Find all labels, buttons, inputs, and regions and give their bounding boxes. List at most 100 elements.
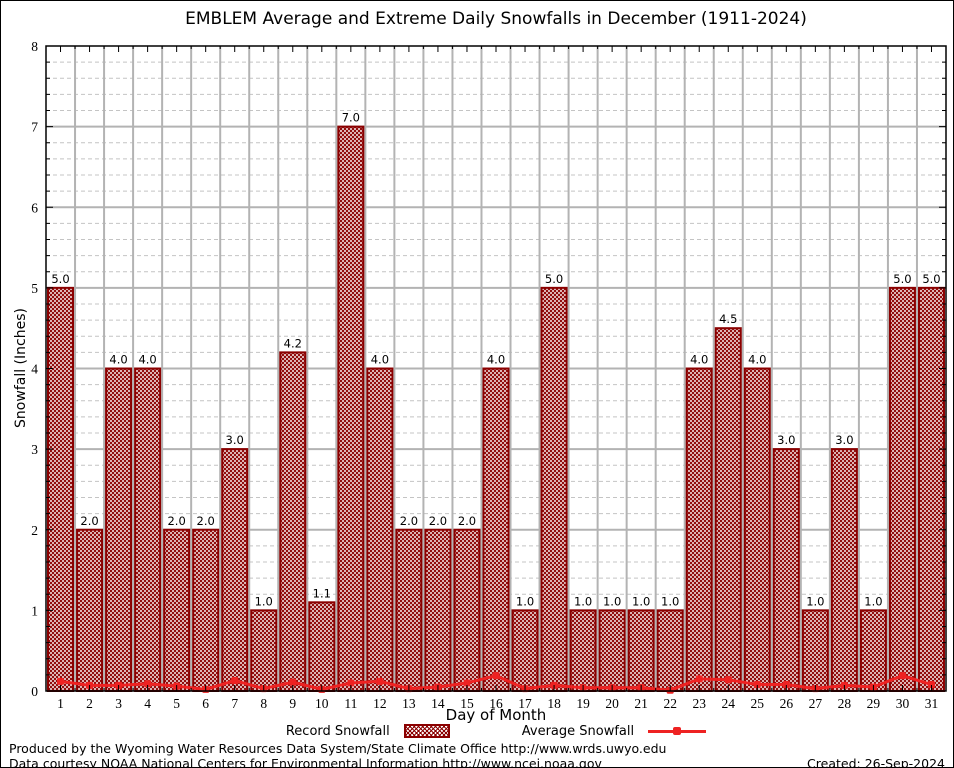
average-snowfall-marker bbox=[927, 681, 935, 689]
legend-average-label: Average Snowfall bbox=[521, 723, 635, 739]
average-snowfall-marker bbox=[695, 675, 703, 683]
bar-value-label: 1.0 bbox=[574, 594, 592, 608]
bar-value-label: 1.0 bbox=[603, 594, 621, 608]
bar-value-label: 1.0 bbox=[806, 594, 824, 608]
bar-value-label: 2.0 bbox=[197, 514, 215, 528]
y-tick-label: 6 bbox=[31, 200, 38, 215]
bar-value-label: 1.0 bbox=[661, 594, 679, 608]
average-snowfall-marker bbox=[57, 677, 65, 685]
legend-record-label: Record Snowfall bbox=[285, 723, 390, 739]
record-snowfall-bar bbox=[801, 609, 829, 692]
record-snowfall-bar bbox=[772, 448, 800, 692]
plot-area: 5.0 2.0 4.0 4.0 2.0 2.0 3.0 1.0 4.2 1.1 7.0 4.0 2.0 2… bbox=[31, 39, 947, 711]
average-snowfall-marker bbox=[231, 677, 239, 685]
record-snowfall-bar bbox=[569, 609, 597, 692]
x-tick-label: 25 bbox=[751, 696, 765, 711]
x-tick-label: 2 bbox=[86, 696, 93, 711]
bar-value-label: 2.0 bbox=[400, 514, 418, 528]
record-snowfall-bar bbox=[743, 367, 771, 692]
x-tick-label: 15 bbox=[460, 696, 474, 711]
x-tick-label: 29 bbox=[867, 696, 881, 711]
x-tick-label: 18 bbox=[547, 696, 561, 711]
y-tick-label: 2 bbox=[31, 523, 38, 538]
bar-value-label: 4.0 bbox=[690, 353, 708, 367]
bar-value-label: 4.0 bbox=[748, 353, 766, 367]
x-tick-label: 13 bbox=[402, 696, 416, 711]
bar-value-label: 4.0 bbox=[138, 353, 156, 367]
record-snowfall-bar bbox=[453, 528, 481, 692]
record-snowfall-bar bbox=[482, 367, 510, 692]
x-tick-label: 24 bbox=[722, 696, 736, 711]
y-tick-label: 8 bbox=[31, 39, 38, 54]
bar-value-label: 1.0 bbox=[632, 594, 650, 608]
created-date: Created: 26-Sep-2024 bbox=[807, 756, 945, 768]
x-tick-label: 20 bbox=[605, 696, 619, 711]
footer-produced-by: Produced by the Wyoming Water Resources … bbox=[9, 741, 667, 756]
x-tick-label: 28 bbox=[838, 696, 852, 711]
record-snowfall-bar bbox=[308, 601, 336, 692]
bar-value-label: 3.0 bbox=[777, 433, 795, 447]
x-tick-label: 31 bbox=[925, 696, 939, 711]
x-tick-label: 6 bbox=[202, 696, 209, 711]
bar-value-label: 2.0 bbox=[458, 514, 476, 528]
record-snowfall-bar bbox=[279, 351, 307, 692]
bar-value-label: 5.0 bbox=[545, 272, 563, 286]
x-tick-label: 5 bbox=[173, 696, 180, 711]
x-tick-label: 22 bbox=[663, 696, 677, 711]
record-snowfall-bar bbox=[540, 286, 568, 692]
x-tick-label: 8 bbox=[260, 696, 267, 711]
x-tick-label: 4 bbox=[144, 696, 151, 711]
x-axis-label: Day of Month bbox=[445, 706, 547, 724]
bar-value-label: 5.0 bbox=[893, 272, 911, 286]
bar-value-label: 7.0 bbox=[342, 111, 360, 125]
average-snowfall-marker bbox=[492, 672, 500, 680]
y-tick-label: 1 bbox=[31, 603, 38, 618]
bar-value-label: 3.0 bbox=[226, 433, 244, 447]
record-snowfall-bar bbox=[888, 286, 916, 692]
x-tick-label: 16 bbox=[489, 696, 503, 711]
bar-value-label: 1.0 bbox=[255, 594, 273, 608]
average-snowfall-marker bbox=[782, 681, 790, 689]
y-tick-label: 5 bbox=[31, 281, 38, 296]
record-snowfall-swatch-icon bbox=[403, 724, 450, 738]
record-snowfall-bar bbox=[656, 609, 684, 692]
footer-data-courtesy: Data courtesy NOAA National Centers for … bbox=[9, 756, 602, 768]
x-tick-label: 14 bbox=[431, 696, 445, 711]
record-snowfall-bar bbox=[76, 528, 104, 692]
x-tick-label: 9 bbox=[289, 696, 296, 711]
y-tick-label: 4 bbox=[31, 362, 38, 377]
record-snowfall-bar bbox=[685, 367, 713, 692]
record-snowfall-bar bbox=[714, 327, 742, 692]
bar-value-label: 4.0 bbox=[109, 353, 127, 367]
bar-value-label: 1.0 bbox=[864, 594, 882, 608]
bar-value-label: 5.0 bbox=[922, 272, 940, 286]
record-snowfall-bar bbox=[366, 367, 394, 692]
bar-value-label: 4.0 bbox=[487, 353, 505, 367]
x-tick-label: 21 bbox=[634, 696, 648, 711]
bar-value-label: 1.0 bbox=[516, 594, 534, 608]
bar-value-label: 4.2 bbox=[284, 336, 302, 350]
record-snowfall-bar bbox=[917, 286, 945, 692]
average-snowfall-line-icon bbox=[648, 724, 707, 738]
average-snowfall-marker bbox=[289, 678, 297, 686]
record-snowfall-bar bbox=[192, 528, 220, 692]
x-tick-label: 1 bbox=[57, 696, 64, 711]
x-tick-label: 19 bbox=[576, 696, 590, 711]
legend-line-marker bbox=[673, 727, 682, 735]
bar-value-label: 1.1 bbox=[313, 586, 331, 600]
record-snowfall-bar bbox=[830, 448, 858, 692]
record-snowfall-bar bbox=[859, 609, 887, 692]
record-snowfall-bar bbox=[105, 367, 133, 692]
legend: Record Snowfall Average Snowfall bbox=[46, 723, 946, 739]
bar-value-label: 4.0 bbox=[371, 353, 389, 367]
x-tick-label: 17 bbox=[518, 696, 532, 711]
average-snowfall-marker bbox=[463, 679, 471, 687]
bar-value-label: 2.0 bbox=[80, 514, 98, 528]
average-snowfall-marker bbox=[753, 681, 761, 689]
bar-value-label: 2.0 bbox=[429, 514, 447, 528]
x-tick-label: 11 bbox=[344, 696, 357, 711]
record-snowfall-bar bbox=[221, 448, 249, 692]
bar-value-label: 5.0 bbox=[51, 272, 69, 286]
bar-value-label: 4.5 bbox=[719, 312, 737, 326]
